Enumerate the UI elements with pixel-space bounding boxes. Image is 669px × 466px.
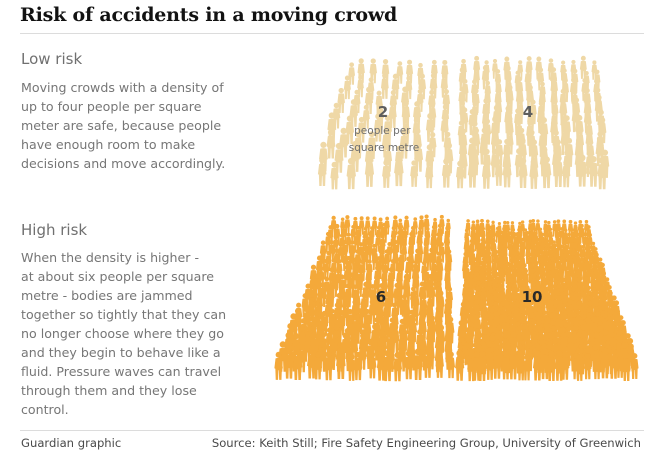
graphic-credit: Guardian graphic: [21, 436, 122, 450]
density-label-2: 2: [378, 103, 388, 121]
density-unit-line-2: square metre: [349, 142, 419, 154]
page-title: Risk of accidents in a moving crowd: [20, 4, 398, 26]
top-divider: [20, 33, 644, 34]
high-density-crowd-10: [455, 218, 639, 382]
density-unit-line-1: people per: [354, 125, 411, 137]
high-risk-heading: High risk: [21, 221, 88, 239]
low-risk-description: Moving crowds with a density of up to fo…: [21, 80, 226, 171]
low-density-crowd-4: [455, 55, 610, 190]
source-note: Source: Keith Still; Fire Safety Enginee…: [211, 436, 641, 450]
density-label-6: 6: [376, 288, 386, 306]
density-label-10: 10: [522, 288, 543, 306]
high-risk-description: When the density is higher - at about si…: [21, 250, 227, 417]
density-unit-label: people per square metre: [349, 125, 419, 154]
density-label-4: 4: [523, 103, 533, 121]
low-density-crowd-2: [317, 58, 454, 190]
high-density-crowd-6: [274, 214, 456, 382]
low-risk-heading: Low risk: [21, 50, 83, 68]
bottom-divider: [20, 430, 644, 431]
